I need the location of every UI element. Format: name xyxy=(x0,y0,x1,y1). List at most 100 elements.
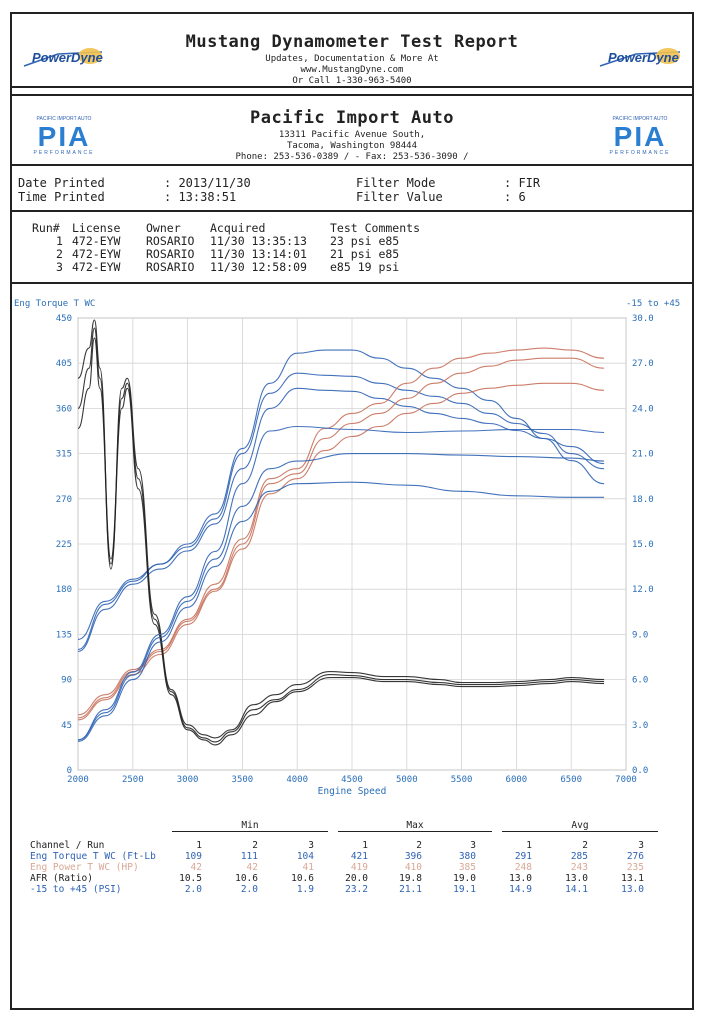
stats-cell: 42 xyxy=(190,862,202,873)
stats-run-number: 3 xyxy=(638,840,644,851)
filter-value-label: Filter Value xyxy=(356,190,443,204)
y-left-tick-label: 315 xyxy=(56,450,72,460)
stats-group-avg: Avg xyxy=(502,820,658,832)
y-left-tick-label: 405 xyxy=(56,359,72,369)
y-left-tick-label: 225 xyxy=(56,540,72,550)
powerdyne-logo-right: PowerDyne xyxy=(599,48,681,67)
x-tick-label: 4000 xyxy=(286,775,308,785)
svg-text:PACIFIC IMPORT AUTO: PACIFIC IMPORT AUTO xyxy=(613,116,668,122)
run-2-license: 472-EYW xyxy=(72,247,121,261)
stats-cell: 109 xyxy=(184,851,202,862)
stats-cell: 20.0 xyxy=(345,873,368,884)
power-series-line-6 xyxy=(77,382,605,721)
filter-mode-label: Filter Mode xyxy=(356,176,436,190)
stats-cell: 248 xyxy=(514,862,532,873)
power-series-line-5 xyxy=(77,357,605,719)
y-right-tick-label: 18.0 xyxy=(632,495,654,505)
x-tick-label: 2000 xyxy=(67,775,89,785)
stats-cell: 385 xyxy=(458,862,476,873)
shop-phone: Phone: 253-536-0389 / - Fax: 253-536-309… xyxy=(235,152,469,162)
pia-logo-right: PACIFIC IMPORT AUTO PIA PERFORMANCE xyxy=(610,116,671,156)
stats-cell: 21.1 xyxy=(399,884,422,895)
stats-cell: 410 xyxy=(404,862,422,873)
report-title: Mustang Dynamometer Test Report xyxy=(185,32,519,52)
right-axis-title: -15 to +45 xyxy=(626,299,681,309)
x-tick-label: 7000 xyxy=(615,775,637,785)
time-value: : 13:38:51 xyxy=(164,190,237,204)
stats-cell: 235 xyxy=(626,862,644,873)
svg-text:PIA: PIA xyxy=(614,121,667,152)
y-right-tick-label: 3.0 xyxy=(632,721,648,731)
y-left-tick-label: 270 xyxy=(56,495,72,505)
run-1-license: 472-EYW xyxy=(72,234,121,248)
y-right-tick-label: 0.0 xyxy=(632,766,648,776)
stats-run-number: 2 xyxy=(582,840,588,851)
header-line-3: Or Call 1-330-963-5400 xyxy=(292,76,412,86)
stats-cell: 13.0 xyxy=(621,884,644,895)
y-right-tick-label: 12.0 xyxy=(632,585,654,595)
y-right-tick-label: 15.0 xyxy=(632,540,654,550)
pia-logo-left: PACIFIC IMPORT AUTO PIA PERFORMANCE xyxy=(34,116,95,156)
stats-cell: 396 xyxy=(404,851,422,862)
stats-cell: 291 xyxy=(514,851,532,862)
x-tick-label: 5000 xyxy=(396,775,418,785)
header-line-1: Updates, Documentation & More At xyxy=(265,54,439,64)
left-axis-title: Eng Torque T WC xyxy=(14,299,96,309)
run-3-owner: ROSARIO xyxy=(146,260,195,274)
date-label: Date Printed xyxy=(18,176,105,190)
shop-address-2: Tacoma, Washington 98444 xyxy=(286,141,418,151)
y-left-tick-label: 45 xyxy=(61,721,72,731)
y-left-tick-label: 180 xyxy=(56,585,72,595)
stats-cell: 276 xyxy=(626,851,644,862)
stats-cell: 41 xyxy=(302,862,314,873)
shop-name: Pacific Import Auto xyxy=(250,108,454,128)
stats-cell: 10.6 xyxy=(291,873,314,884)
stats-cell: 13.0 xyxy=(509,873,532,884)
runs-header-run: Run# xyxy=(32,221,60,235)
run-2-comment: 21 psi e85 xyxy=(330,247,400,261)
stats-cell: 2.0 xyxy=(240,884,258,895)
boost-series-line-11 xyxy=(77,453,605,741)
report-page: PowerDyne PowerDyne Mustang Dynamometer … xyxy=(10,12,694,1010)
y-right-tick-label: 9.0 xyxy=(632,630,648,640)
y-right-tick-label: 6.0 xyxy=(632,676,648,686)
stats-cell: 10.6 xyxy=(235,873,258,884)
y-left-tick-label: 360 xyxy=(56,404,72,414)
stats-row-label: Eng Power T WC (HP) xyxy=(30,862,139,873)
stats-cell: 14.9 xyxy=(509,884,532,895)
x-tick-label: 5500 xyxy=(451,775,473,785)
stats-cell: 285 xyxy=(570,851,588,862)
y-left-tick-label: 135 xyxy=(56,630,72,640)
runs-table: Run# License Owner Acquired Test Comment… xyxy=(12,212,692,284)
stats-cell: 13.1 xyxy=(621,873,644,884)
svg-text:PACIFIC IMPORT AUTO: PACIFIC IMPORT AUTO xyxy=(37,116,92,122)
power-series-line-4 xyxy=(77,347,605,716)
stats-cell: 421 xyxy=(350,851,368,862)
x-tick-label: 6500 xyxy=(560,775,582,785)
stats-group-max: Max xyxy=(338,820,492,832)
stats-run-number: 2 xyxy=(416,840,422,851)
x-axis-label: Engine Speed xyxy=(318,786,387,797)
y-left-tick-label: 0 xyxy=(67,766,72,776)
x-tick-label: 6000 xyxy=(506,775,528,785)
boost-series-line-10 xyxy=(77,425,605,741)
y-left-tick-label: 90 xyxy=(61,676,72,686)
svg-text:PERFORMANCE: PERFORMANCE xyxy=(34,150,95,156)
run-3-license: 472-EYW xyxy=(72,260,121,274)
stats-cell: 19.8 xyxy=(399,873,422,884)
stats-row-label: -15 to +45 (PSI) xyxy=(30,884,122,895)
run-3-acquired: 11/30 12:58:09 xyxy=(210,260,307,274)
svg-text:PERFORMANCE: PERFORMANCE xyxy=(610,150,671,156)
afr-series-line-8 xyxy=(77,327,605,743)
svg-text:PowerDyne: PowerDyne xyxy=(32,50,103,65)
stats-row-label: Eng Torque T WC (Ft-Lb xyxy=(30,851,156,862)
x-tick-label: 3500 xyxy=(232,775,254,785)
stats-run-number: 3 xyxy=(308,840,314,851)
stats-cell: 380 xyxy=(458,851,476,862)
stats-run-number: 1 xyxy=(526,840,532,851)
torque-series-line-2 xyxy=(77,372,605,651)
y-left-tick-label: 450 xyxy=(56,314,72,324)
report-header: PowerDyne PowerDyne Mustang Dynamometer … xyxy=(12,14,692,88)
filter-value-value: : 6 xyxy=(504,190,526,204)
stats-cell: 243 xyxy=(570,862,588,873)
